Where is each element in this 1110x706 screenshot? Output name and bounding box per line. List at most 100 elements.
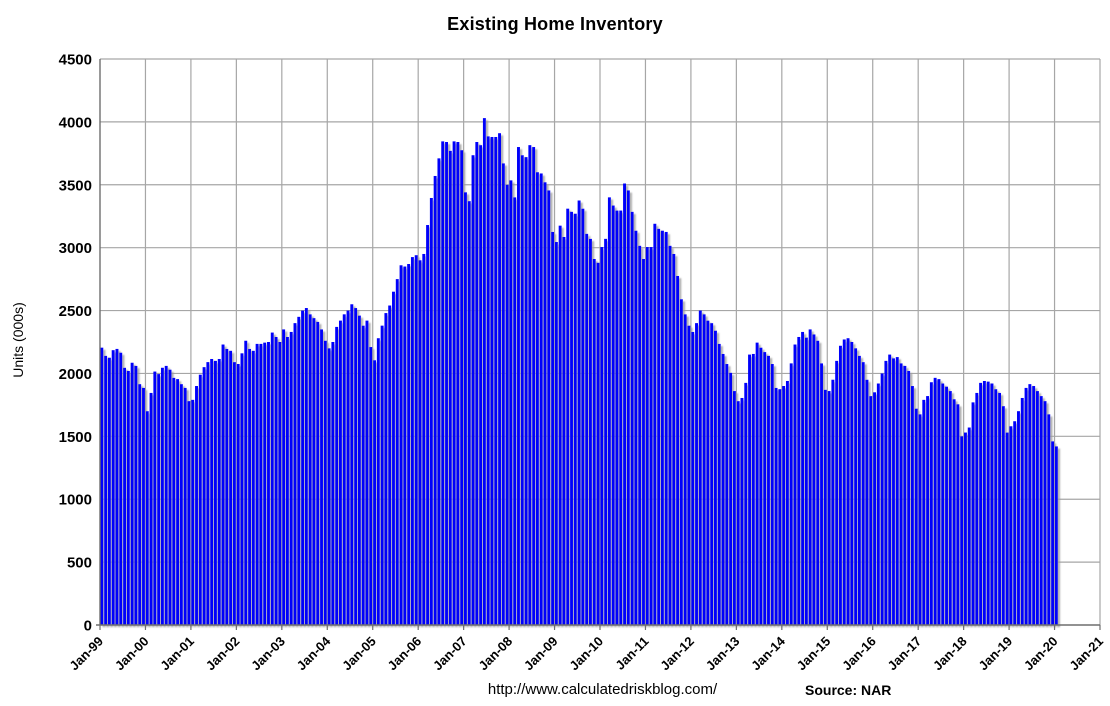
- bar: [1032, 386, 1036, 625]
- bar: [1020, 397, 1024, 625]
- bar: [827, 391, 831, 625]
- bar: [695, 323, 698, 625]
- bar: [482, 118, 486, 626]
- bar: [926, 396, 930, 625]
- bar: [710, 323, 714, 625]
- bar: [570, 211, 573, 625]
- bar: [357, 315, 361, 625]
- bar: [471, 155, 475, 625]
- x-tick-label: Jan-12: [657, 634, 697, 674]
- bar: [895, 357, 899, 625]
- bar: [623, 183, 627, 625]
- bar: [793, 344, 797, 625]
- bar: [267, 342, 270, 625]
- bar: [592, 258, 596, 625]
- bar: [831, 379, 835, 625]
- bar: [884, 360, 888, 625]
- bar: [1051, 441, 1055, 625]
- bar: [611, 205, 615, 625]
- x-tick-label: Jan-04: [294, 633, 334, 673]
- bar: [456, 142, 460, 625]
- bar: [384, 313, 388, 625]
- bar: [994, 389, 998, 625]
- x-tick-label: Jan-21: [1066, 634, 1106, 674]
- bar: [1013, 421, 1017, 625]
- bar: [115, 348, 119, 625]
- bar: [933, 377, 937, 625]
- bar: [304, 308, 308, 625]
- bar: [907, 370, 911, 625]
- bar: [191, 399, 195, 625]
- bar: [626, 190, 630, 625]
- bar: [373, 360, 377, 625]
- x-tick-label: Jan-09: [521, 634, 561, 674]
- bar: [376, 338, 380, 625]
- bar: [770, 364, 774, 625]
- bar: [585, 233, 589, 625]
- x-tick-label: Jan-10: [566, 634, 606, 674]
- bar: [221, 344, 225, 625]
- bar: [672, 253, 676, 625]
- bar: [259, 343, 263, 625]
- bar: [691, 331, 695, 625]
- bar: [782, 386, 786, 625]
- bar: [857, 355, 861, 625]
- bar: [517, 147, 520, 626]
- bar: [206, 362, 210, 625]
- bar: [903, 365, 907, 625]
- bar: [104, 355, 108, 625]
- bar: [971, 402, 975, 625]
- y-tick-label: 500: [67, 555, 92, 572]
- bar: [657, 228, 661, 626]
- bar: [263, 342, 267, 625]
- x-tick-label: Jan-02: [203, 634, 243, 674]
- bar: [982, 380, 986, 625]
- bar: [1054, 446, 1058, 625]
- bar: [910, 386, 914, 625]
- bar: [297, 316, 301, 625]
- bar: [941, 383, 945, 625]
- bar: [1009, 426, 1013, 625]
- bar: [380, 325, 384, 625]
- bar: [463, 192, 467, 625]
- bar: [361, 325, 365, 625]
- y-tick-label: 3500: [59, 177, 92, 194]
- bar: [399, 265, 403, 625]
- x-tick-label: Jan-18: [930, 634, 970, 674]
- bar: [963, 432, 967, 625]
- bar: [547, 190, 551, 625]
- bar: [217, 358, 221, 625]
- x-tick-label: Jan-01: [157, 634, 197, 674]
- bar: [634, 230, 638, 625]
- bar: [157, 374, 161, 625]
- y-tick-label: 1500: [59, 429, 92, 446]
- bar: [395, 279, 399, 625]
- bar: [202, 367, 206, 625]
- x-tick-label: Jan-15: [794, 634, 834, 674]
- bar: [138, 384, 142, 625]
- bar: [183, 387, 187, 625]
- bar: [429, 197, 433, 626]
- bar: [551, 231, 555, 625]
- bar: [861, 362, 865, 625]
- bar: [160, 367, 164, 625]
- bar: [744, 382, 748, 625]
- bar: [642, 258, 645, 625]
- bar: [111, 350, 115, 625]
- bar: [956, 404, 960, 625]
- bar: [452, 141, 456, 625]
- bar: [1047, 414, 1051, 625]
- x-tick-label: Jan-17: [885, 634, 925, 674]
- bar: [850, 342, 854, 625]
- bar: [323, 340, 327, 625]
- bar: [880, 373, 884, 625]
- bar: [520, 155, 524, 625]
- bar: [338, 320, 342, 625]
- bar: [490, 136, 494, 626]
- bar: [751, 353, 755, 625]
- bar: [524, 157, 528, 626]
- bar: [759, 347, 763, 625]
- bar: [645, 247, 649, 626]
- bar: [854, 348, 858, 625]
- bar: [130, 362, 134, 625]
